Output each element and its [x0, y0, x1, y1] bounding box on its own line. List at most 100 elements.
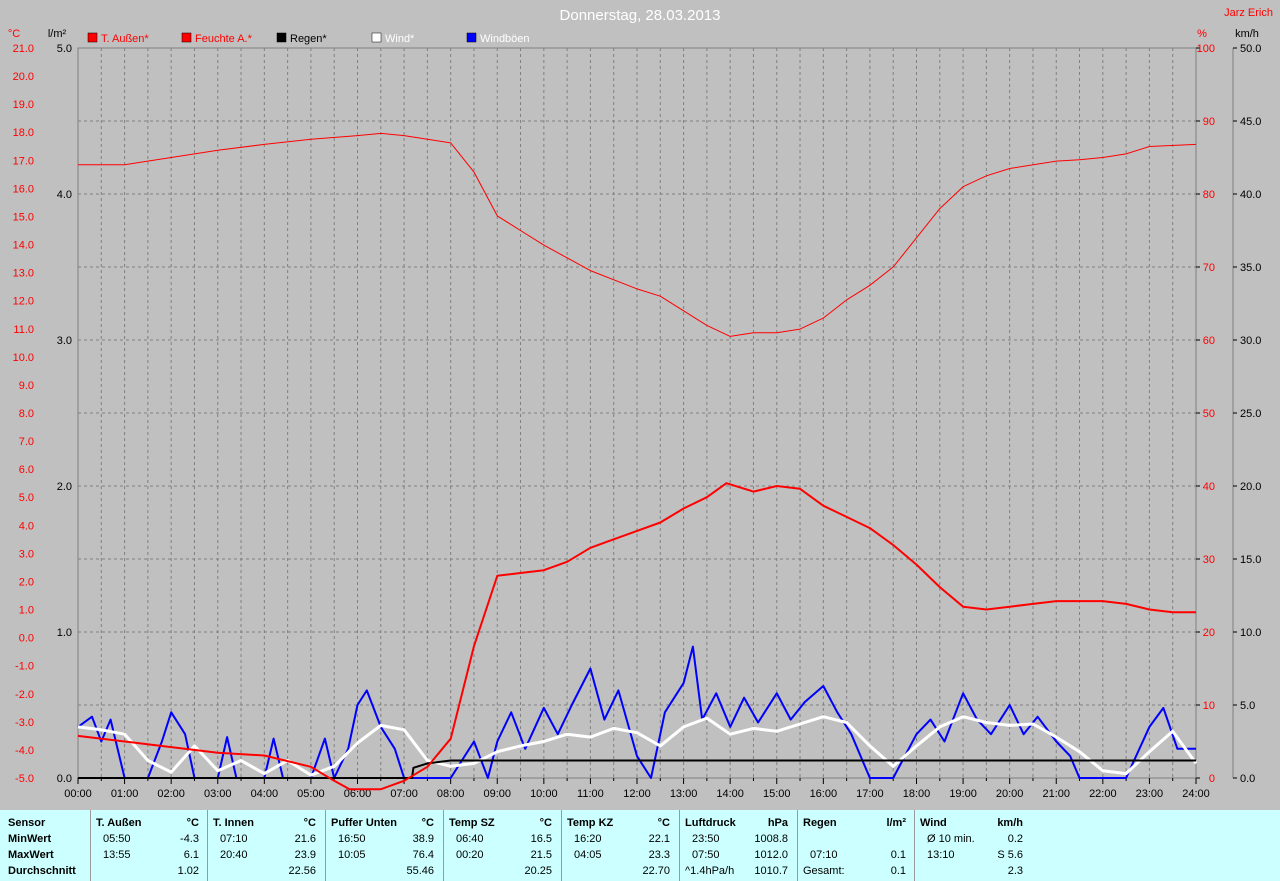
x-tick-label: 17:00 [856, 788, 884, 800]
stats-max-value: 1012.0 [754, 849, 788, 861]
chart-series [77, 132, 1198, 791]
x-tick-label: 07:00 [390, 788, 418, 800]
row-label-min: MinWert [8, 833, 52, 845]
temp-tick-label: 11.0 [13, 324, 34, 336]
hum-tick-label: 0 [1209, 773, 1215, 785]
stats-max-time: 07:10 [810, 849, 838, 861]
hum-tick-label: 70 [1203, 262, 1215, 274]
stats-max-time: 20:40 [220, 849, 248, 861]
temp-tick-label: 18.0 [13, 127, 34, 139]
rain-tick-label: 3.0 [57, 335, 72, 347]
series-line-0 [77, 482, 1196, 791]
stats-min-value: 0.2 [1007, 833, 1023, 845]
stats-col-unit: °C [186, 817, 199, 829]
x-tick-label: 24:00 [1182, 788, 1210, 800]
x-tick-label: 04:00 [251, 788, 279, 800]
temp-tick-label: 4.0 [19, 520, 34, 532]
stats-max-time: 00:20 [456, 849, 484, 861]
hum-tick-label: 40 [1203, 481, 1215, 493]
stats-column: T. Innen °C 07:10 21.6 20:40 23.9 22.56 [207, 810, 320, 881]
x-tick-label: 12:00 [623, 788, 651, 800]
x-tick-label: 14:00 [716, 788, 744, 800]
stats-col-name: Luftdruck [685, 817, 736, 829]
stats-max-time: 13:10 [927, 849, 955, 861]
stats-column: Puffer Unten °C 16:50 38.9 10:05 76.4 55.46 [325, 810, 438, 881]
rain-tick-label: 2.0 [57, 481, 72, 493]
stats-max-value: S 5.6 [997, 849, 1023, 861]
x-tick-label: 11:00 [577, 788, 604, 800]
stats-column: Regen l/m² 07:10 0.1 Gesamt: 0.1 [797, 810, 910, 881]
chart-title: Donnerstag, 28.03.2013 [560, 7, 721, 24]
x-tick-label: 20:00 [996, 788, 1024, 800]
legend-swatch [466, 32, 477, 43]
temp-tick-label: 16.0 [13, 183, 34, 195]
wind-unit: km/h [1235, 28, 1259, 40]
weather-chart: Donnerstag, 28.03.2013 Jarz Erich °C l/m… [8, 7, 1273, 800]
stats-min-time: 16:20 [574, 833, 602, 845]
rain-unit: l/m² [48, 28, 67, 40]
temp-tick-label: 5.0 [19, 492, 34, 504]
temp-tick-label: 0.0 [19, 633, 34, 645]
temp-unit: °C [8, 28, 20, 40]
temp-tick-label: 1.0 [19, 605, 34, 617]
temp-tick-label: 10.0 [13, 352, 34, 364]
x-tick-label: 15:00 [763, 788, 791, 800]
hum-tick-label: 30 [1203, 554, 1215, 566]
wind-tick-label: 5.0 [1240, 700, 1255, 712]
legend-swatch [87, 32, 98, 43]
author-label: Jarz Erich [1224, 7, 1273, 19]
x-tick-label: 13:00 [670, 788, 698, 800]
stats-avg-value: 55.46 [406, 865, 434, 877]
temp-tick-label: -5.0 [15, 773, 34, 785]
legend-label: Wind* [385, 33, 415, 45]
x-tick-label: 22:00 [1089, 788, 1117, 800]
wind-tick-label: 0.0 [1240, 773, 1255, 785]
temp-tick-label: 9.0 [19, 380, 34, 392]
stats-column: Wind km/h Ø 10 min. 0.2 13:10 S 5.6 2.3 [914, 810, 1027, 881]
temp-tick-label: 13.0 [13, 268, 34, 280]
wind-tick-label: 50.0 [1240, 43, 1261, 55]
temp-tick-label: 12.0 [13, 296, 34, 308]
stats-col-name: T. Außen [96, 817, 142, 829]
hum-tick-label: 100 [1197, 43, 1215, 55]
hum-tick-label: 90 [1203, 116, 1215, 128]
stats-col-unit: l/m² [886, 817, 906, 829]
x-tick-label: 16:00 [810, 788, 838, 800]
series-line-3 [77, 715, 1198, 777]
legend-label: Feuchte A.* [195, 33, 253, 45]
x-tick-label: 18:00 [903, 788, 931, 800]
stats-avg-value: 2.3 [1007, 865, 1023, 877]
x-tick-label: 02:00 [157, 788, 185, 800]
x-tick-label: 03:00 [204, 788, 232, 800]
row-label-avg: Durchschnitt [8, 865, 76, 877]
x-tick-label: 01:00 [111, 788, 139, 800]
temp-tick-label: -4.0 [15, 745, 34, 757]
stats-col-name: Regen [803, 817, 837, 829]
stats-avg-label: Gesamt: [803, 865, 845, 877]
stats-max-time: 13:55 [103, 849, 131, 861]
stats-min-time: 05:50 [103, 833, 131, 845]
stats-max-value: 6.1 [183, 849, 199, 861]
stats-max-value: 76.4 [412, 849, 434, 861]
stats-min-value: 21.6 [294, 833, 316, 845]
wind-tick-label: 40.0 [1240, 189, 1261, 201]
stats-min-value: 16.5 [530, 833, 552, 845]
legend-label: T. Außen* [101, 33, 149, 45]
legend-swatch [181, 32, 192, 43]
x-tick-label: 21:00 [1042, 788, 1070, 800]
x-tick-label: 09:00 [483, 788, 511, 800]
grid [78, 48, 1196, 778]
rain-tick-label: 5.0 [57, 43, 72, 55]
legend-label: Windböen [480, 33, 530, 45]
stats-panel: Sensor MinWert MaxWert Durchschnitt T. A… [0, 810, 1280, 881]
stats-col-name: Temp SZ [449, 817, 495, 829]
stats-min-value: -4.3 [180, 833, 199, 845]
stats-min-time: 23:50 [692, 833, 720, 845]
row-label-max: MaxWert [8, 849, 54, 861]
legend-swatch [371, 32, 382, 43]
stats-column: T. Außen °C 05:50 -4.3 13:55 6.1 1.02 [90, 810, 203, 881]
stats-min-value: 38.9 [412, 833, 434, 845]
temp-tick-label: 20.0 [13, 71, 34, 83]
stats-max-time: 04:05 [574, 849, 602, 861]
hum-tick-label: 80 [1203, 189, 1215, 201]
